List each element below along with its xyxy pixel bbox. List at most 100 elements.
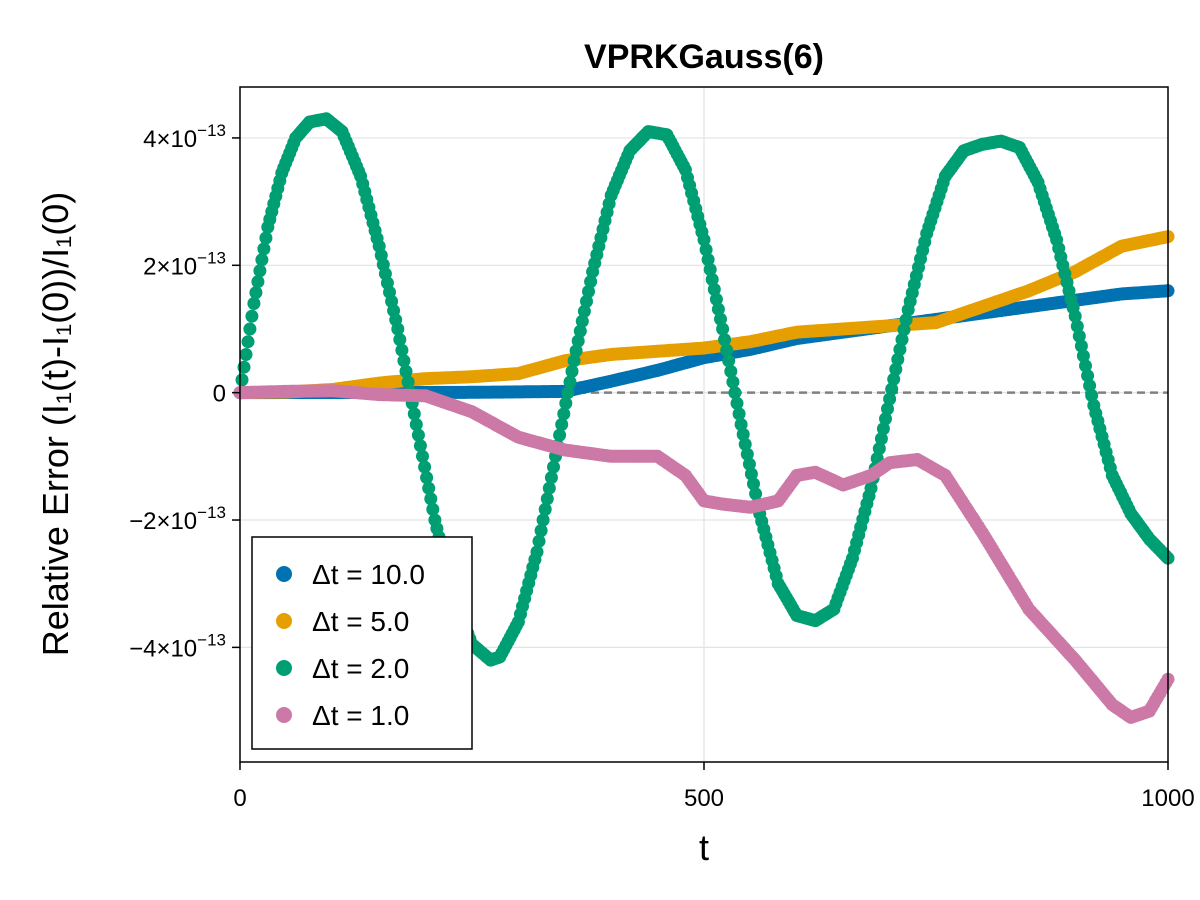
data-point	[891, 352, 905, 366]
data-point	[241, 335, 255, 349]
data-point	[577, 304, 591, 318]
data-point	[714, 312, 727, 326]
data-point	[1079, 359, 1092, 373]
data-point	[255, 253, 269, 267]
y-tick-label: −4×10−13	[129, 630, 226, 662]
data-point	[879, 412, 892, 426]
data-point	[711, 302, 725, 316]
data-point	[401, 375, 415, 389]
data-point	[563, 375, 577, 389]
x-tick-label: 0	[233, 785, 246, 812]
data-point	[395, 343, 409, 357]
data-point	[709, 292, 723, 306]
data-point	[580, 294, 593, 308]
data-point	[235, 373, 249, 387]
data-point	[728, 386, 742, 400]
x-axis-ticks: 0 500 1000	[233, 762, 1195, 812]
data-point	[420, 471, 434, 485]
data-point	[553, 428, 567, 442]
data-point	[897, 323, 911, 337]
data-point	[416, 449, 429, 463]
data-point	[722, 354, 736, 368]
data-point	[724, 364, 738, 378]
data-point	[1083, 379, 1097, 393]
data-point	[720, 343, 734, 357]
data-point	[730, 396, 744, 410]
data-point	[561, 386, 575, 400]
data-point	[536, 513, 550, 527]
y-tick-label: −2×10−13	[129, 503, 226, 535]
chart-title: VPRKGauss(6)	[584, 38, 824, 76]
data-point	[716, 322, 730, 336]
data-point	[899, 313, 913, 327]
data-point	[399, 364, 413, 378]
data-point	[243, 322, 257, 336]
data-point	[532, 534, 546, 548]
data-point	[253, 264, 267, 278]
data-point	[397, 354, 411, 368]
data-point	[744, 467, 758, 481]
plot-points	[233, 112, 1175, 724]
data-point	[864, 481, 878, 495]
data-point	[881, 402, 894, 416]
data-point	[874, 432, 888, 446]
data-point	[747, 477, 760, 491]
legend-marker	[276, 660, 292, 676]
data-point	[701, 253, 715, 267]
data-point	[876, 422, 890, 436]
series-3	[233, 384, 1175, 724]
data-point	[411, 428, 425, 442]
y-tick-label: 2×10−13	[143, 248, 226, 280]
data-point	[889, 362, 903, 376]
data-point	[565, 364, 579, 378]
legend-marker	[276, 707, 292, 723]
data-point	[1081, 369, 1095, 383]
data-point	[567, 354, 581, 368]
data-point	[409, 418, 423, 431]
data-point	[738, 437, 752, 451]
data-point	[413, 439, 427, 453]
data-point	[707, 282, 721, 296]
legend-label: Δt = 2.0	[312, 653, 409, 684]
data-point	[557, 407, 571, 421]
data-point	[736, 427, 750, 441]
data-point	[703, 263, 717, 276]
data-point	[1070, 319, 1084, 333]
data-point	[893, 343, 907, 356]
data-point	[718, 333, 732, 347]
data-point	[239, 348, 253, 361]
data-point	[542, 481, 556, 495]
data-point	[530, 545, 544, 559]
y-tick-label: 0	[213, 381, 226, 408]
data-point	[734, 418, 748, 431]
data-point	[740, 447, 754, 461]
data-point	[391, 322, 405, 336]
legend-label: Δt = 10.0	[312, 559, 425, 590]
data-point	[538, 502, 552, 516]
data-point	[418, 460, 432, 474]
data-point	[573, 324, 587, 338]
data-point	[883, 392, 897, 406]
data-point	[872, 442, 886, 456]
data-point	[575, 314, 589, 328]
data-point	[885, 382, 899, 396]
y-tick-label: 4×10−13	[143, 121, 226, 153]
data-point	[582, 285, 595, 298]
data-point	[555, 418, 569, 431]
data-point	[569, 344, 583, 358]
data-point	[544, 471, 558, 485]
data-point	[749, 487, 763, 501]
data-point	[259, 231, 273, 245]
data-point	[245, 309, 259, 323]
legend-marker	[276, 566, 292, 582]
data-point	[407, 407, 421, 421]
data-point	[571, 334, 585, 348]
data-point	[1074, 339, 1088, 353]
data-point	[559, 396, 573, 410]
data-point	[1068, 309, 1082, 323]
data-point	[742, 457, 756, 471]
legend-label: Δt = 1.0	[312, 700, 409, 731]
x-axis-label: t	[699, 827, 709, 868]
data-point	[705, 273, 719, 286]
